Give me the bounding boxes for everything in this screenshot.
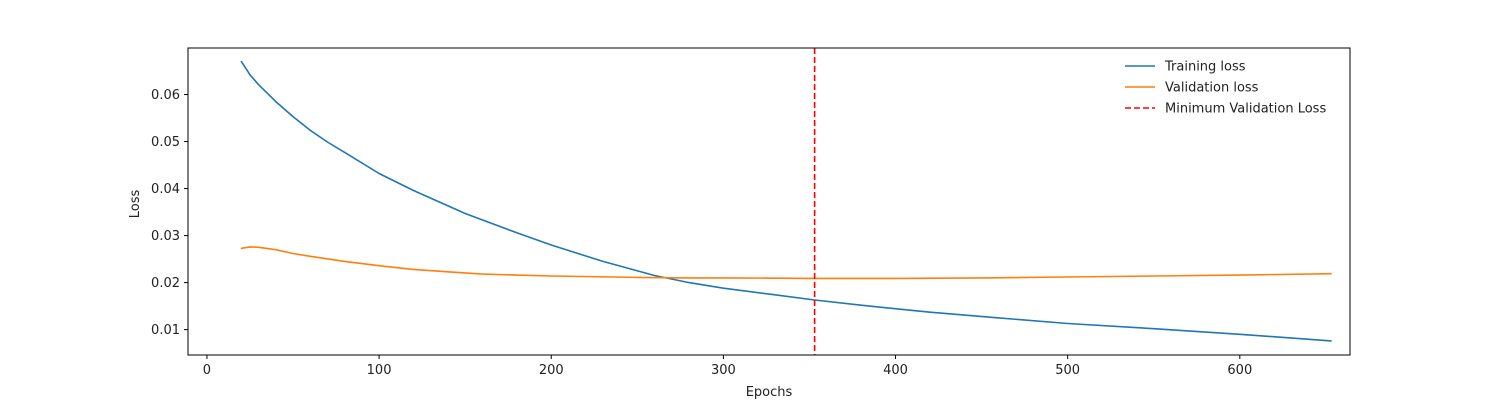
y-axis-ticks: 0.01 0.02 0.03 0.04 0.05 0.06 [151,88,188,338]
x-tick-label: 300 [711,363,736,378]
legend-label-minimum-validation-loss: Minimum Validation Loss [1165,102,1326,117]
legend-label-validation-loss: Validation loss [1165,81,1259,96]
y-tick-label: 0.04 [151,182,180,197]
plot-area [188,48,1350,355]
x-tick-label: 400 [883,363,908,378]
x-tick-label: 500 [1055,363,1080,378]
y-tick-label: 0.02 [151,276,180,291]
legend: Training loss Validation loss Minimum Vali… [1125,60,1326,117]
validation-loss-line [240,246,1332,280]
legend-label-training-loss: Training loss [1164,60,1246,75]
y-tick-label: 0.05 [151,135,180,150]
x-tick-label: 0 [203,363,211,378]
y-tick-label: 0.01 [151,323,180,338]
x-axis-title: Epochs [746,385,793,400]
x-tick-label: 200 [539,363,564,378]
plot-frame [187,47,1351,356]
y-tick-label: 0.03 [151,229,180,244]
x-tick-label: 600 [1227,363,1252,378]
series-layer [240,48,1332,355]
x-axis-ticks: 0 100 200 300 400 500 600 [203,355,1252,378]
training-loss-line [240,60,1332,342]
x-tick-label: 100 [367,363,392,378]
y-axis-title: Loss [128,190,143,219]
y-tick-label: 0.06 [151,88,180,103]
